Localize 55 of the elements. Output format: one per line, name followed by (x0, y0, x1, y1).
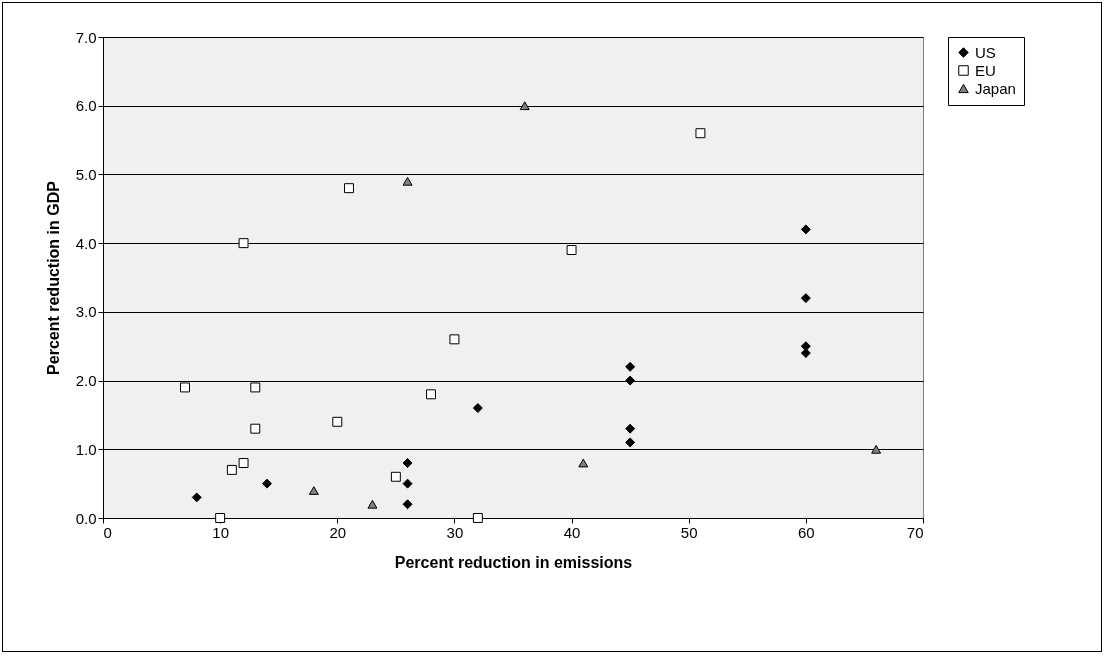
x-tick-label: 20 (329, 523, 347, 541)
point (566, 245, 577, 255)
point (578, 458, 589, 468)
x-tick-label: 30 (446, 523, 464, 541)
point (472, 403, 483, 414)
point (367, 499, 378, 509)
y-tick-label: 6.0 (75, 97, 97, 115)
point (625, 361, 636, 372)
point (402, 176, 413, 186)
point (695, 128, 706, 139)
point (449, 334, 460, 345)
point (344, 183, 354, 194)
y-axis-title: Percent reduction in GDP (44, 180, 62, 375)
point (800, 224, 811, 235)
point (390, 471, 401, 482)
y-tick-label: 0.0 (75, 509, 97, 527)
point (238, 238, 249, 249)
legend-label: EU (975, 61, 996, 79)
point (332, 416, 343, 427)
point (226, 464, 237, 475)
point (402, 478, 413, 489)
point (250, 423, 261, 434)
point (262, 478, 272, 489)
x-tick-label: 60 (798, 523, 815, 541)
x-tick-label: 70 (906, 523, 924, 541)
y-tick-label: 3.0 (75, 303, 97, 321)
point (250, 382, 261, 393)
point (800, 348, 811, 359)
y-tick-label: 5.0 (75, 165, 97, 183)
point (238, 458, 249, 468)
x-axis-title: Percent reduction in emissions (394, 553, 633, 571)
point (472, 513, 483, 523)
legend-label: Japan (975, 79, 1016, 97)
x-tick-label: 40 (563, 523, 581, 541)
point (308, 486, 319, 495)
legend-label: US (975, 43, 996, 61)
x-tick-label: 10 (212, 523, 229, 541)
y-tick-label: 2.0 (75, 372, 97, 390)
y-tick-label: 7.0 (75, 28, 97, 46)
x-tick-label: 50 (680, 523, 698, 541)
point (519, 101, 530, 111)
point (625, 437, 636, 448)
point (625, 423, 636, 434)
point (215, 513, 226, 523)
point (180, 382, 190, 393)
point (191, 492, 202, 503)
point (402, 458, 413, 468)
x-tick-label: 0 (103, 523, 112, 541)
point (871, 444, 882, 454)
point (426, 389, 436, 400)
point (402, 499, 413, 510)
y-tick-label: 1.0 (75, 440, 97, 458)
point (625, 375, 636, 386)
y-tick-label: 4.0 (75, 234, 97, 252)
point (800, 293, 811, 304)
